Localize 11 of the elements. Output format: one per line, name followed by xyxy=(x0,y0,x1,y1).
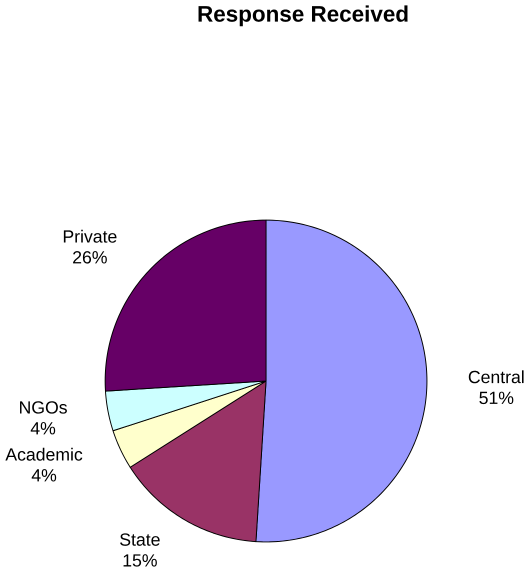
slice-label: Central xyxy=(468,370,524,384)
data-label: 4% xyxy=(30,422,56,434)
slice-label: State xyxy=(120,533,160,546)
data-label: 15% xyxy=(124,554,157,567)
data-label: 51% xyxy=(479,392,514,404)
chart-title: Response Received xyxy=(198,5,408,26)
slice-label: Private xyxy=(64,230,116,243)
data-label: 26% xyxy=(73,251,107,264)
data-label: 4% xyxy=(32,469,56,482)
slice-label: NGOs xyxy=(20,401,67,414)
slice-label: Academic xyxy=(5,448,82,461)
